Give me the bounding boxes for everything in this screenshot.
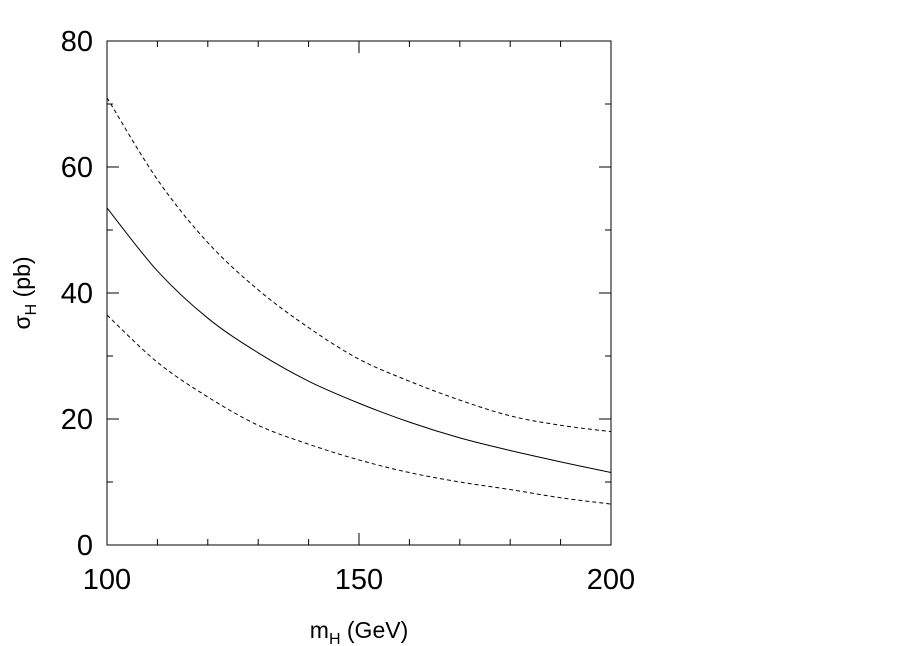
y-tick-label: 40 <box>61 278 93 310</box>
x-tick-label: 100 <box>83 564 131 596</box>
axis-ticks <box>106 40 612 546</box>
tick-labels: 100 150 200 0 20 40 60 80 <box>61 26 635 596</box>
x-axis-title: mH (GeV) <box>310 617 408 646</box>
y-tick-label: 20 <box>61 404 93 436</box>
lower-dashed-curve <box>106 314 612 505</box>
series-group <box>106 97 612 505</box>
y-tick-label: 80 <box>61 26 93 58</box>
x-tick-label: 200 <box>587 564 635 596</box>
central-solid-curve <box>106 207 612 474</box>
upper-dashed-curve <box>106 97 612 433</box>
x-tick-label: 150 <box>335 564 383 596</box>
y-axis-title: σH (pb) <box>9 256 40 329</box>
y-tick-label: 0 <box>77 530 93 562</box>
plot-frame <box>106 40 612 546</box>
y-tick-label: 60 <box>61 152 93 184</box>
